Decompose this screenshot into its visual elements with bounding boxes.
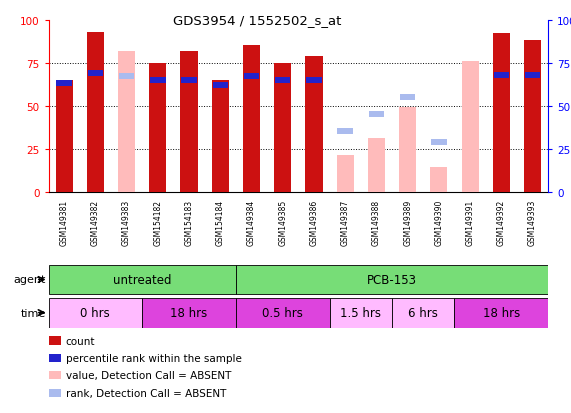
Text: GSM149392: GSM149392 [497,199,506,246]
Bar [336,156,354,192]
Text: value, Detection Call = ABSENT: value, Detection Call = ABSENT [66,370,231,380]
Text: GSM154183: GSM154183 [184,199,194,246]
Bar [525,73,540,78]
Text: 18 hrs: 18 hrs [482,306,520,319]
Text: GSM154182: GSM154182 [154,199,162,245]
Bar [399,108,416,192]
Text: 0 hrs: 0 hrs [81,306,110,319]
Text: GSM149382: GSM149382 [91,199,100,246]
Text: GSM154184: GSM154184 [216,199,225,246]
Bar [236,265,548,295]
Bar [119,74,134,80]
Bar [49,298,142,328]
Bar [236,298,329,328]
Bar [275,78,291,84]
Text: GSM149383: GSM149383 [122,199,131,246]
Bar [337,129,353,135]
Bar [431,139,447,145]
Bar [455,298,548,328]
Bar [306,78,321,84]
Bar [212,83,228,89]
Text: PCB-153: PCB-153 [367,273,417,286]
Text: GSM149386: GSM149386 [309,199,319,246]
Bar [493,34,510,192]
Bar [180,52,198,192]
Text: untreated: untreated [113,273,171,286]
Bar [55,81,73,192]
Text: GSM149388: GSM149388 [372,199,381,246]
Bar [149,64,166,192]
Text: agent: agent [13,275,46,285]
Bar [524,41,541,192]
Bar [57,81,72,87]
Text: GSM149387: GSM149387 [341,199,349,246]
Bar [368,139,385,192]
Text: time: time [21,308,46,318]
Bar [142,298,236,328]
Bar [87,33,104,192]
Bar [431,168,448,192]
Bar [243,46,260,192]
Bar [329,298,392,328]
Bar [369,112,384,118]
Text: GSM149385: GSM149385 [278,199,287,246]
Text: count: count [66,336,95,346]
Text: 1.5 hrs: 1.5 hrs [340,306,381,319]
Bar [392,298,455,328]
Bar [87,71,103,77]
Text: GSM149393: GSM149393 [528,199,537,246]
Text: GSM149384: GSM149384 [247,199,256,246]
Bar [244,74,259,80]
Bar [493,73,509,78]
Text: 0.5 hrs: 0.5 hrs [262,306,303,319]
Text: GSM149390: GSM149390 [435,199,443,246]
Bar [305,57,323,192]
Bar [150,78,166,84]
Bar [461,62,478,192]
Bar [212,81,229,192]
Bar [274,64,291,192]
Bar [182,78,197,84]
Text: GDS3954 / 1552502_s_at: GDS3954 / 1552502_s_at [173,14,341,27]
Text: GSM149389: GSM149389 [403,199,412,246]
Text: 6 hrs: 6 hrs [408,306,438,319]
Text: percentile rank within the sample: percentile rank within the sample [66,353,242,363]
Text: GSM149391: GSM149391 [465,199,475,246]
Text: rank, Detection Call = ABSENT: rank, Detection Call = ABSENT [66,388,226,398]
Bar [49,265,236,295]
Text: 18 hrs: 18 hrs [170,306,208,319]
Bar [400,95,415,101]
Bar [118,52,135,192]
Text: GSM149381: GSM149381 [59,199,69,246]
